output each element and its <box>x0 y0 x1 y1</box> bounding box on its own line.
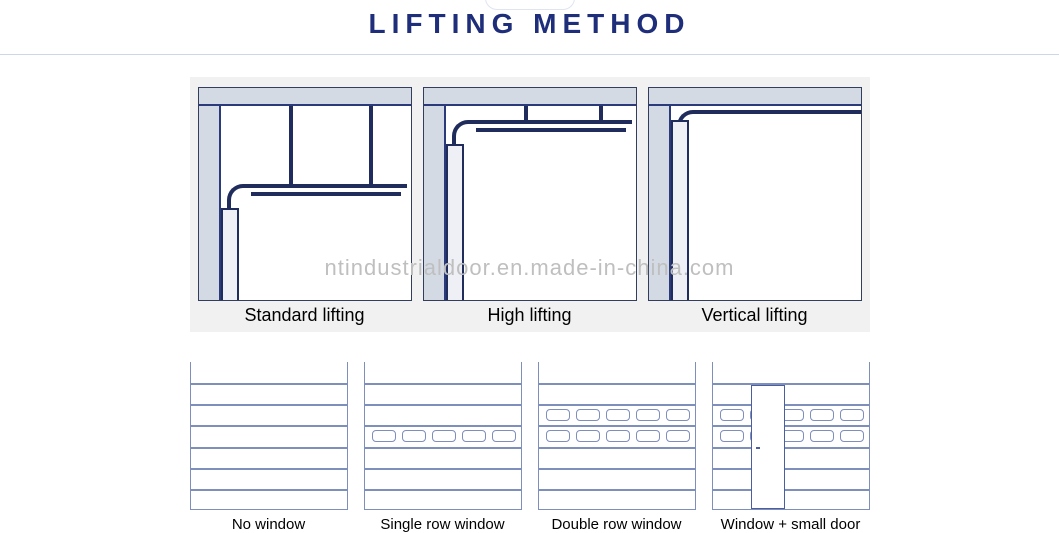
window-label-none: No window <box>190 510 348 533</box>
lifting-method-row: Standard lifting High lifting Vertical lif… <box>190 77 870 332</box>
lift-item-vertical: Vertical lifting <box>648 87 862 326</box>
page-title: LIFTING METHOD <box>0 0 1059 55</box>
window-item-double: Double row window <box>538 362 696 533</box>
window-item-single: Single row window <box>364 362 522 533</box>
lift-diagram-high <box>423 87 637 301</box>
lift-label-vertical: Vertical lifting <box>648 301 862 326</box>
window-label-single: Single row window <box>364 510 522 533</box>
lift-diagram-standard <box>198 87 412 301</box>
window-item-none: No window <box>190 362 348 533</box>
window-diagram-none <box>190 362 348 510</box>
window-label-wdoor: Window + small door <box>712 510 870 533</box>
lift-diagram-vertical <box>648 87 862 301</box>
window-item-wdoor: Window + small door <box>712 362 870 533</box>
window-diagram-single <box>364 362 522 510</box>
window-label-double: Double row window <box>538 510 696 533</box>
pedestrian-door <box>751 385 785 509</box>
lift-item-high: High lifting <box>423 87 637 326</box>
window-style-row: No window Single row window Double row win… <box>190 362 870 533</box>
lift-label-standard: Standard lifting <box>198 301 412 326</box>
window-diagram-double <box>538 362 696 510</box>
window-diagram-wdoor <box>712 362 870 510</box>
lift-label-high: High lifting <box>423 301 637 326</box>
lift-item-standard: Standard lifting <box>198 87 412 326</box>
